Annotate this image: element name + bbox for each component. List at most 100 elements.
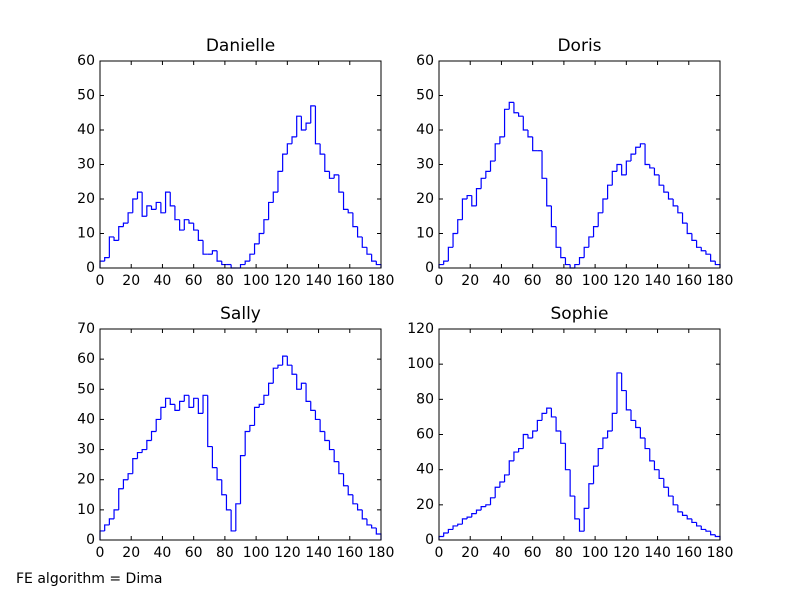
y-tick-label: 60 (77, 53, 95, 69)
y-tick-label: 60 (416, 427, 434, 443)
histogram-step (202, 394, 208, 414)
histogram-step (183, 394, 189, 402)
x-tick-label: 120 (274, 273, 301, 289)
histogram-step (127, 473, 133, 480)
x-tick-label: 160 (336, 273, 363, 289)
histogram-step (211, 250, 218, 255)
histogram-step (268, 201, 274, 220)
histogram-step (244, 430, 250, 456)
histogram-step (300, 116, 307, 131)
histogram-step (291, 136, 297, 144)
histogram-step (466, 516, 472, 519)
histogram-step (305, 383, 311, 402)
histogram-step (366, 518, 372, 526)
histogram-step (282, 355, 288, 366)
histogram-step (503, 108, 510, 137)
histogram-step (649, 448, 655, 462)
y-tick-label: 40 (416, 122, 434, 138)
x-tick-label: 60 (185, 273, 203, 289)
histogram-step (602, 198, 608, 213)
histogram-step (155, 418, 161, 432)
histogram-step (272, 191, 278, 203)
histogram-step (649, 164, 655, 169)
histogram-step (324, 431, 330, 442)
histogram-step (132, 458, 138, 474)
histogram-step (371, 254, 377, 262)
x-tick-label: 140 (644, 273, 671, 289)
histogram-step (639, 427, 646, 439)
histogram-step (616, 163, 622, 172)
subplot-title: Sally (220, 304, 261, 324)
histogram-step (602, 437, 608, 449)
y-tick-label: 100 (407, 356, 434, 372)
subplot-title: Danielle (206, 36, 275, 56)
histogram-step (644, 143, 650, 166)
histogram-step (258, 232, 264, 244)
histogram-step (230, 509, 236, 532)
histogram-step (611, 170, 617, 186)
histogram-step (193, 223, 199, 231)
x-tick-label: 0 (96, 273, 105, 289)
histogram-step (136, 451, 143, 459)
histogram-step (193, 397, 199, 408)
histogram-step (457, 219, 463, 234)
histogram-step (164, 191, 171, 213)
histogram-step (291, 365, 297, 375)
x-tick-label: 140 (644, 545, 671, 561)
histogram-step (677, 504, 683, 513)
histogram-step (338, 174, 344, 193)
x-tick-label: 40 (154, 545, 172, 561)
histogram-step (253, 243, 260, 255)
histogram-step (550, 408, 557, 418)
x-tick-label: 20 (122, 545, 140, 561)
histogram-step (564, 257, 571, 266)
histogram-step (277, 170, 283, 193)
histogram-step (710, 531, 716, 536)
histogram-step (104, 524, 110, 531)
x-tick-label: 20 (461, 273, 479, 289)
x-tick-label: 0 (96, 545, 105, 561)
y-tick-label: 40 (77, 411, 95, 427)
histogram-step (607, 184, 613, 199)
histogram-step (169, 398, 175, 405)
histogram-step (503, 474, 510, 482)
histogram-step (625, 390, 632, 411)
x-tick-label: 40 (493, 545, 511, 561)
histogram-step (480, 505, 486, 511)
histogram-step (118, 488, 124, 510)
histogram-step (597, 447, 603, 467)
histogram-step (122, 222, 129, 227)
histogram-step (179, 400, 185, 411)
y-tick-label: 40 (416, 462, 434, 478)
histogram-step (258, 403, 264, 408)
axes-frame (438, 328, 721, 541)
histogram-step (578, 257, 585, 265)
histogram-step (560, 247, 566, 259)
histogram-step (150, 430, 157, 441)
histogram-step (352, 494, 358, 505)
histogram-step (197, 398, 204, 414)
histogram-step (653, 460, 660, 471)
y-tick-label: 30 (416, 157, 434, 173)
x-tick-label: 180 (707, 545, 734, 561)
histogram-step (611, 412, 617, 431)
histogram-step (174, 404, 180, 411)
histogram-step (141, 448, 147, 453)
histogram-step (485, 170, 491, 179)
histogram-step (342, 192, 349, 210)
histogram-step (314, 410, 321, 421)
histogram-step (695, 240, 702, 248)
histogram-step (249, 424, 255, 432)
histogram-step (342, 473, 349, 487)
histogram-step (546, 407, 552, 414)
histogram-step (592, 465, 599, 484)
x-tick-label: 120 (613, 545, 640, 561)
histogram-step (443, 260, 449, 265)
y-tick-label: 0 (425, 260, 434, 276)
x-tick-label: 180 (707, 273, 734, 289)
histogram-step (471, 513, 477, 518)
histogram-step (485, 504, 491, 507)
histogram-step (122, 479, 129, 489)
axes-frame (99, 60, 382, 269)
